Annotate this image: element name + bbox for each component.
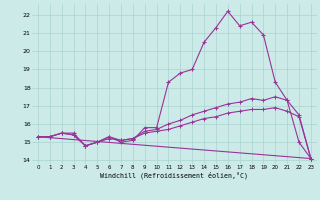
X-axis label: Windchill (Refroidissement éolien,°C): Windchill (Refroidissement éolien,°C): [100, 172, 248, 179]
